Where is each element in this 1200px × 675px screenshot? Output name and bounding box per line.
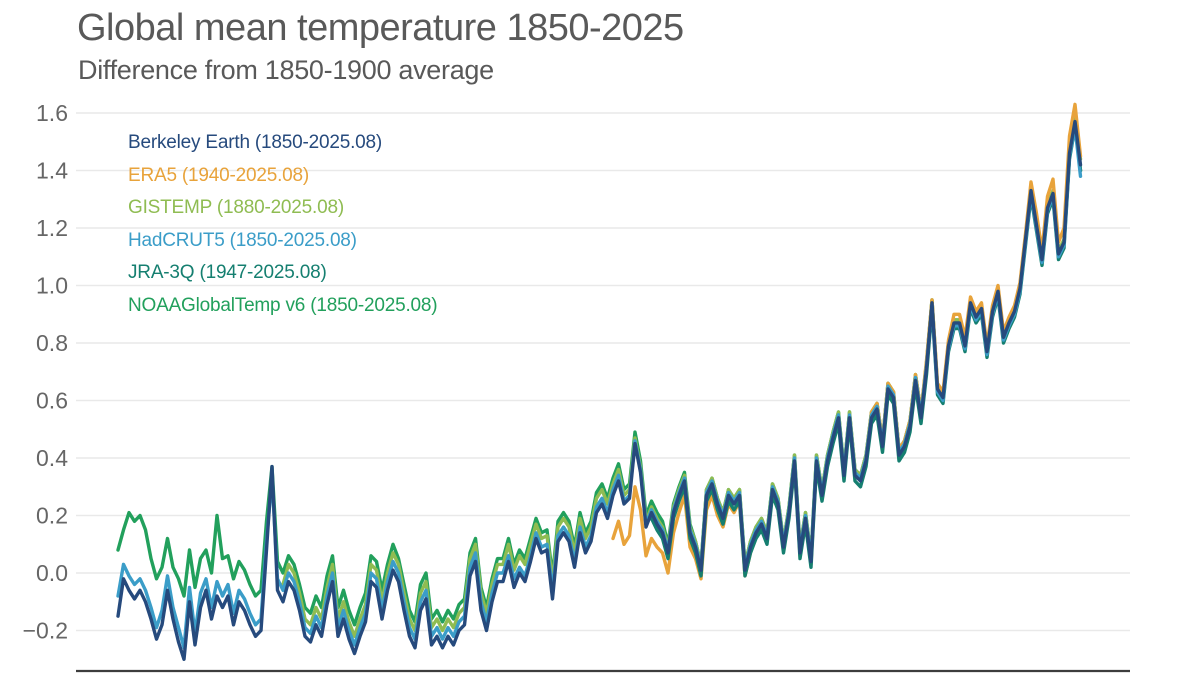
chart-title: Global mean temperature 1850-2025: [77, 7, 684, 49]
chart-legend: Berkeley Earth (1850-2025.08) ERA5 (1940…: [128, 127, 438, 322]
legend-item-gistemp: GISTEMP (1880-2025.08): [128, 197, 344, 218]
y-axis-tick-label: 1.4: [36, 158, 68, 184]
series-line-berkeley-earth: [116, 119, 1083, 661]
y-axis-tick-label: 0.4: [36, 445, 68, 471]
y-axis-tick-label: 0.8: [36, 330, 68, 356]
legend-item-jra-3q: JRA-3Q (1947-2025.08): [128, 262, 327, 283]
chart-subtitle: Difference from 1850-1900 average: [78, 55, 494, 85]
y-axis-tick-label: 0.6: [36, 388, 68, 414]
y-axis-tick-label: 1.6: [36, 100, 68, 126]
legend-item-noaaglobaltemp: NOAAGlobalTemp v6 (1850-2025.08): [128, 294, 438, 316]
y-axis-tick-label: −0.2: [23, 618, 68, 644]
series-line-era5: [611, 102, 1083, 581]
y-axis-tick-label: 0.2: [36, 503, 68, 529]
legend-item-berkeley-earth: Berkeley Earth (1850-2025.08): [128, 132, 383, 153]
y-axis-tick-label: 0.0: [36, 560, 68, 586]
y-axis-tick-label: 1.2: [36, 215, 68, 241]
y-axis-tick-label: 1.0: [36, 273, 68, 299]
series-line-jra-3q: [649, 125, 1083, 578]
legend-item-era5: ERA5 (1940-2025.08): [128, 164, 310, 186]
legend-item-hadcrut5: HadCRUT5 (1850-2025.08): [128, 229, 357, 251]
